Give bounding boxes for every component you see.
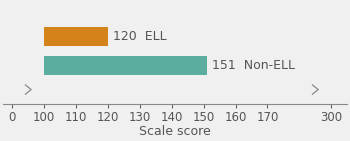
X-axis label: Scale score: Scale score — [139, 125, 211, 138]
Bar — [44, 27, 108, 46]
Bar — [44, 57, 207, 75]
Text: 120  ELL: 120 ELL — [113, 30, 167, 43]
Text: 151  Non-ELL: 151 Non-ELL — [212, 60, 295, 72]
